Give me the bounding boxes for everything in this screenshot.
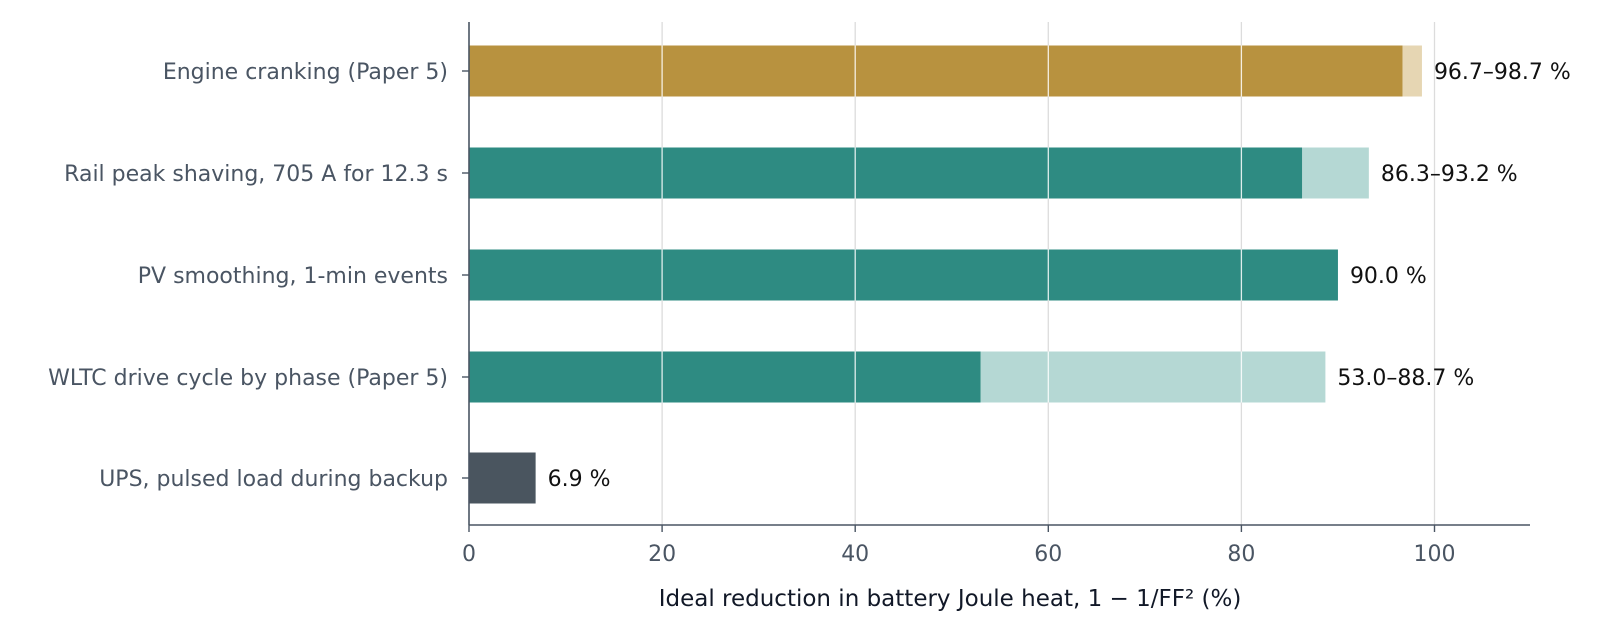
x-ticks: 0 20 40 60 80 100 — [462, 525, 1456, 567]
x-axis-title: Ideal reduction in battery Joule heat, 1… — [659, 586, 1242, 612]
bar — [469, 452, 536, 504]
category-label: UPS, pulsed load during backup — [99, 467, 448, 492]
bars — [469, 45, 1422, 504]
bar-range — [1402, 45, 1422, 97]
value-label: 90.0 % — [1350, 264, 1427, 289]
category-label: WLTC drive cycle by phase (Paper 5) — [48, 366, 448, 391]
x-tick-label: 0 — [462, 542, 476, 567]
axes — [468, 22, 1530, 526]
category-label: PV smoothing, 1-min events — [138, 264, 448, 289]
bar — [469, 351, 981, 403]
bar — [469, 45, 1403, 97]
x-tick-label: 40 — [841, 542, 869, 567]
value-label: 6.9 % — [548, 467, 611, 492]
value-labels: 96.7–98.7 % 86.3–93.2 % 90.0 % 53.0–88.7 % 6… — [548, 60, 1571, 492]
value-label: 53.0–88.7 % — [1337, 366, 1474, 391]
value-label: 86.3–93.2 % — [1381, 162, 1518, 187]
x-tick-label: 100 — [1414, 542, 1456, 567]
value-label: 96.7–98.7 % — [1434, 60, 1571, 85]
category-label: Rail peak shaving, 705 A for 12.3 s — [64, 162, 448, 187]
category-labels: Engine cranking (Paper 5) Rail peak shavi… — [48, 60, 469, 492]
category-label: Engine cranking (Paper 5) — [163, 60, 448, 85]
bar — [469, 147, 1303, 199]
bar-range — [1302, 147, 1369, 199]
bar-range — [980, 351, 1326, 403]
x-tick-label: 60 — [1034, 542, 1062, 567]
bar — [469, 249, 1338, 301]
x-tick-label: 20 — [648, 542, 676, 567]
x-tick-label: 80 — [1227, 542, 1255, 567]
